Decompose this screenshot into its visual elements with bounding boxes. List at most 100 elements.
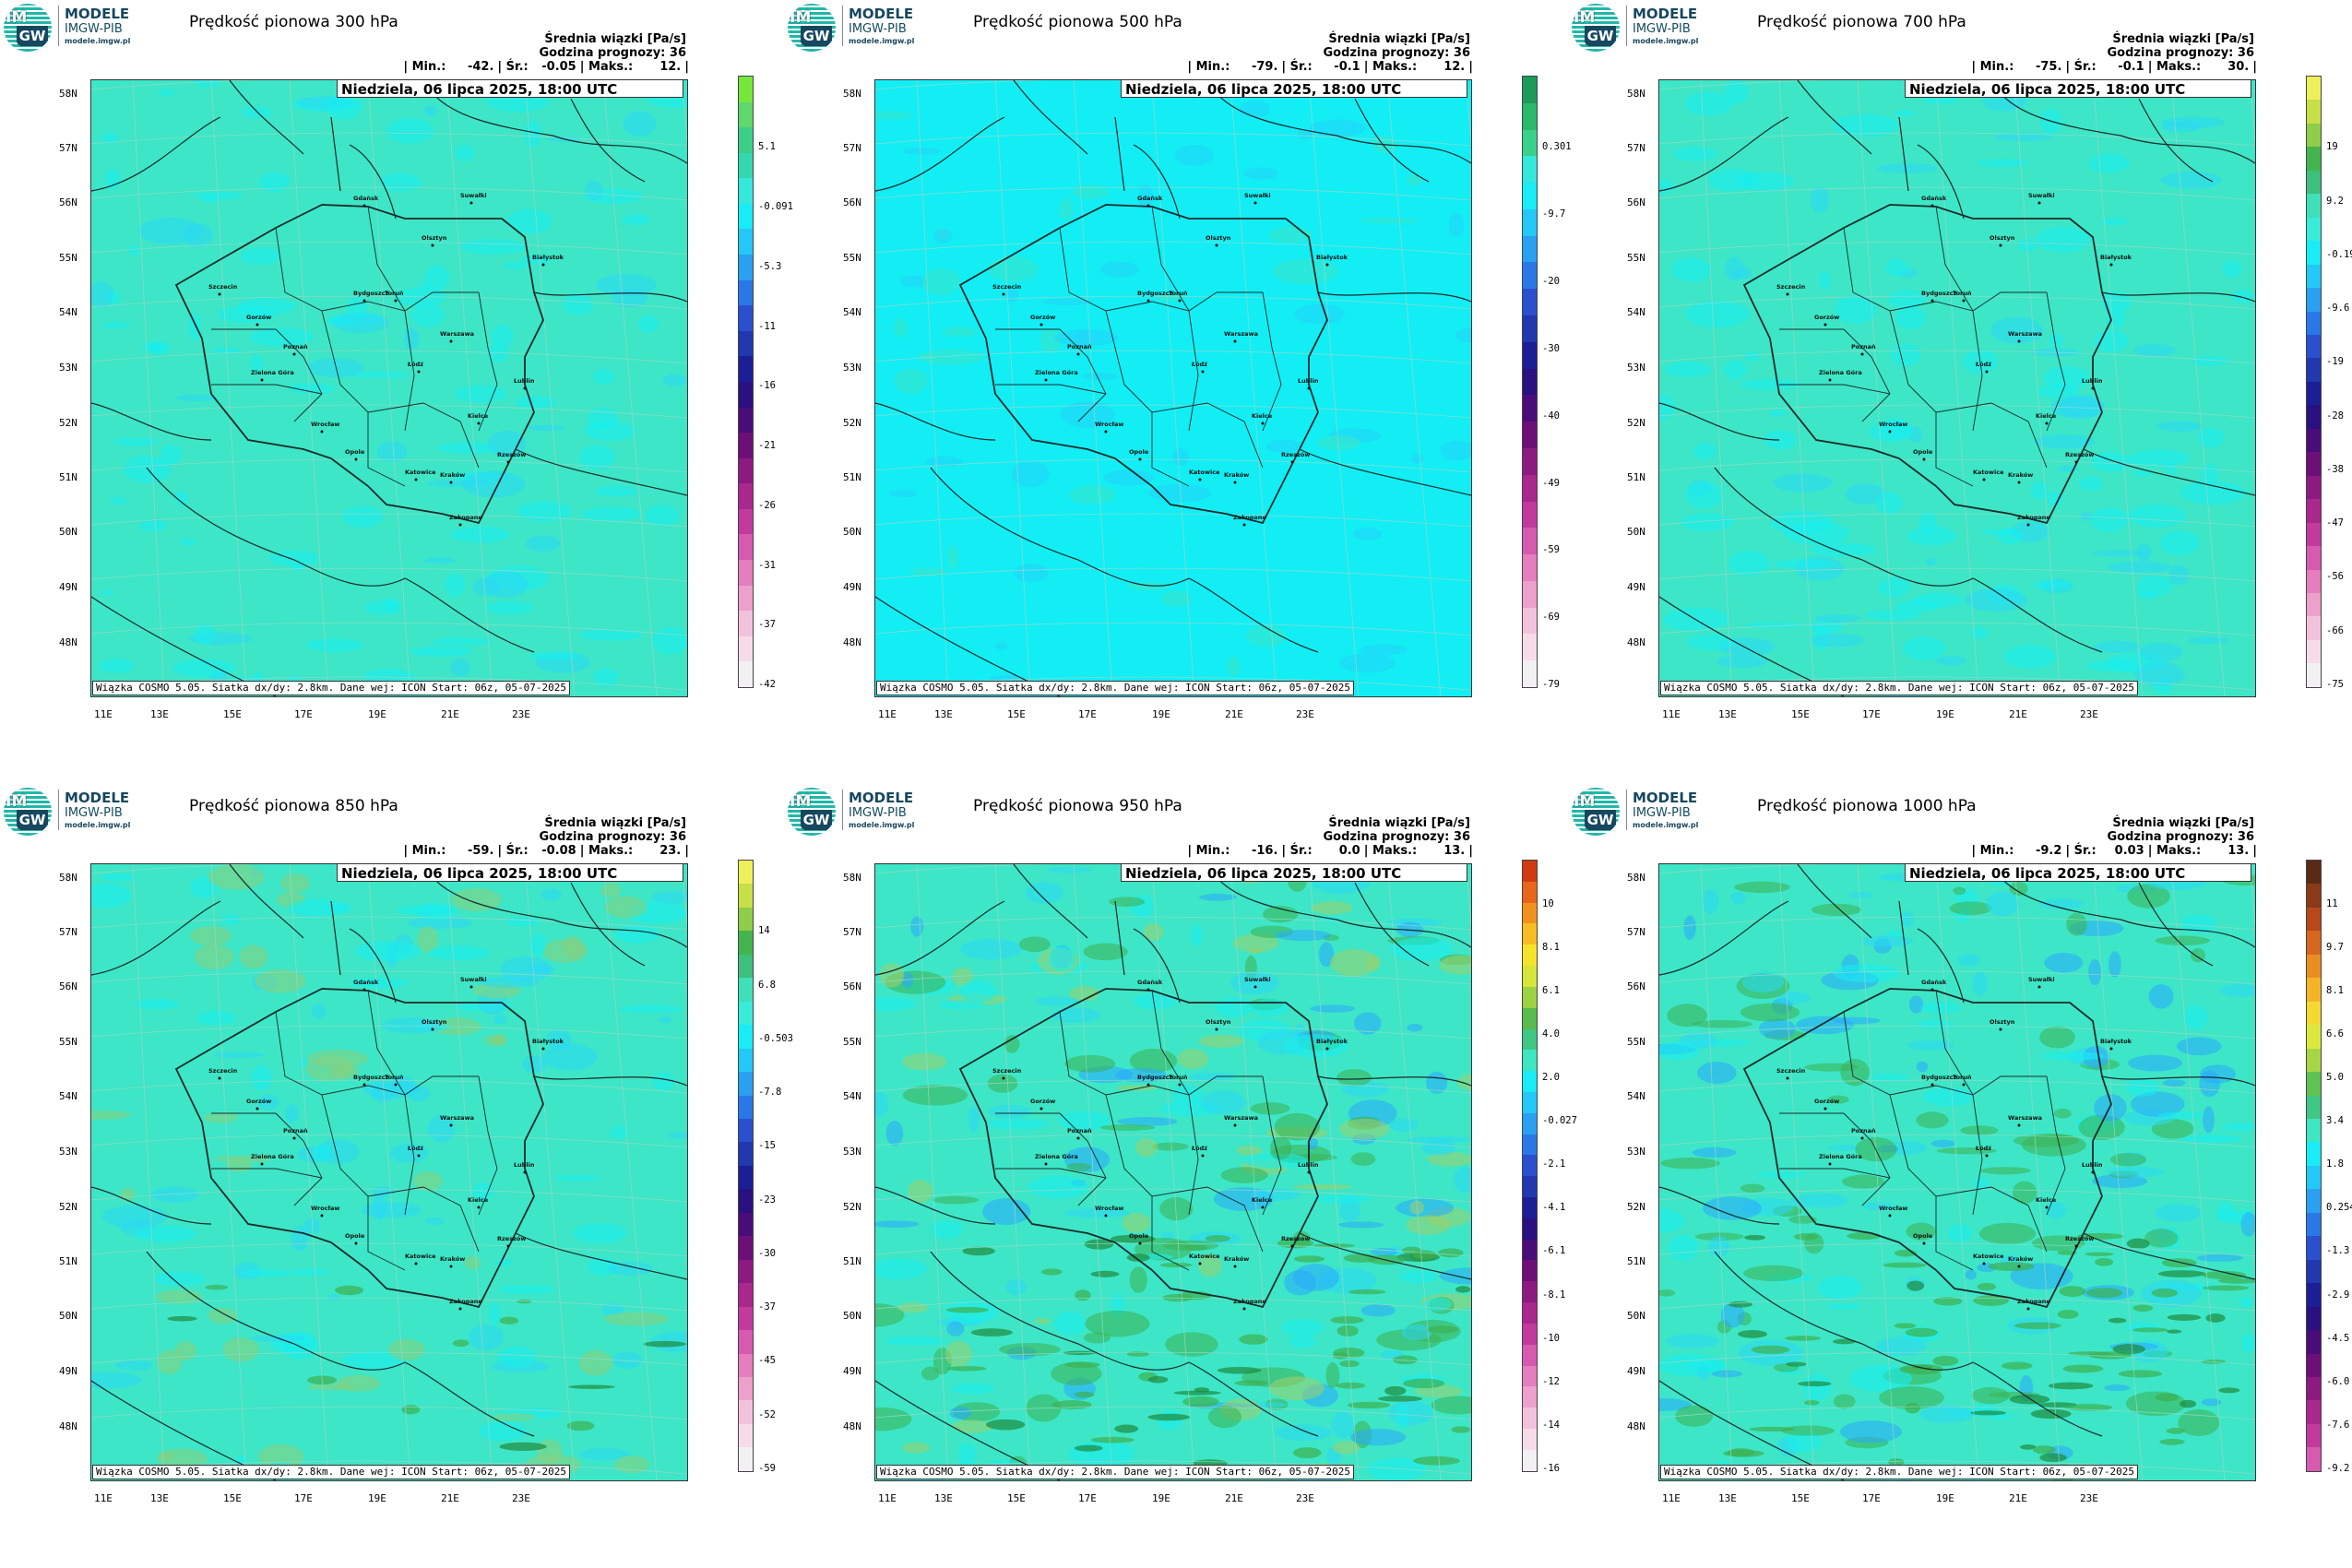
field-blob — [1004, 1035, 1020, 1053]
colorbar-tick-label: -2.1 — [1542, 1158, 1566, 1170]
field-blob — [1814, 614, 1861, 623]
field-blob — [2132, 343, 2177, 357]
graticule-line — [875, 350, 1471, 364]
field-blob — [652, 1073, 675, 1091]
field-blob — [1702, 1196, 1763, 1220]
city-dot — [1930, 988, 1934, 992]
country-border — [2083, 448, 2255, 496]
colorbar-tick-label: -37 — [758, 619, 776, 631]
field-blob — [526, 535, 561, 552]
field-blob — [578, 1447, 631, 1461]
field-blob — [1310, 1004, 1356, 1013]
field-blob — [1935, 656, 1966, 666]
city-label: Kraków — [440, 1255, 465, 1263]
field-blob — [2138, 642, 2182, 662]
field-streak — [335, 1285, 364, 1296]
city-label: Łódź — [1975, 1145, 1991, 1152]
forecast-map[interactable]: Gdańsk Suwałki Olsztyn Białystok Szczecin Byd… — [1658, 863, 2256, 1481]
field-blob — [305, 1055, 353, 1082]
field-streak — [1064, 1361, 1100, 1369]
field-blob — [489, 1302, 501, 1325]
lat-label: 55N — [1627, 1036, 1645, 1048]
field-blob — [1672, 147, 1717, 161]
field-streak — [2155, 1393, 2180, 1402]
logo-url: modele.imgw.pl — [65, 821, 131, 829]
forecast-map[interactable]: Gdańsk Suwałki Olsztyn Białystok Szczecin Byd… — [874, 79, 1472, 697]
colorbar-swatch — [1523, 1155, 1537, 1177]
field-streak — [2112, 1344, 2146, 1355]
field-blob — [150, 1186, 199, 1203]
field-blob — [637, 315, 659, 333]
colorbar-tick-label: -9.6 — [2326, 303, 2350, 315]
colorbar-tick-label: -26 — [758, 499, 776, 511]
field-blob — [424, 1217, 445, 1226]
field-blob — [208, 1307, 237, 1324]
city-dot — [449, 481, 453, 484]
graticule-line — [1308, 80, 1360, 696]
voivodeship-border — [1779, 328, 1891, 422]
voivodeship-border — [1188, 1094, 1199, 1216]
field-blob — [1082, 373, 1119, 380]
colorbar-swatch — [739, 1025, 753, 1049]
forecast-map[interactable]: Gdańsk Suwałki Olsztyn Białystok Szczecin Byd… — [1658, 79, 2256, 697]
map-svg: Gdańsk SuwałkiOlsztynBiałystokSzczecinByd… — [1659, 864, 2255, 1480]
panel-title: Prędkość pionowa 1000 hPa — [1757, 797, 1977, 815]
colorbar-swatch — [1523, 1239, 1537, 1261]
field-blob — [1804, 1063, 1859, 1072]
field-blob — [523, 120, 541, 148]
field-streak — [1438, 1248, 1464, 1258]
city-dot — [292, 1136, 296, 1140]
field-blob — [1781, 1425, 1835, 1436]
lat-label: 48N — [843, 1420, 861, 1432]
logo-subtitle: IMGW-PIB — [1633, 806, 1691, 820]
field-blob — [255, 968, 306, 993]
field-blob — [250, 354, 264, 374]
city-dot — [506, 1244, 510, 1248]
field-blob — [1788, 1216, 1817, 1224]
field-blob — [1859, 935, 1914, 947]
field-blob — [1686, 1360, 1728, 1371]
field-blob — [1832, 113, 1899, 137]
field-blob — [1862, 1202, 1895, 1211]
field-blob — [1965, 1269, 1977, 1280]
graticule-line — [210, 80, 247, 696]
field-streak — [1110, 1234, 1156, 1243]
colorbar-tick-label: -8.1 — [1542, 1289, 1566, 1301]
forecast-map[interactable]: Gdańsk Suwałki Olsztyn Białystok Szczecin Byd… — [90, 863, 688, 1481]
field-blob — [2240, 1212, 2255, 1237]
country-border — [1898, 900, 1909, 976]
colorbar-swatch — [2307, 663, 2321, 687]
forecast-map[interactable]: Gdańsk Suwałki Olsztyn Białystok Szczecin Byd… — [90, 79, 688, 697]
field-blob — [1716, 655, 1768, 669]
field-blob — [493, 1015, 507, 1025]
field-blob — [1041, 298, 1093, 305]
field-blob — [2037, 384, 2080, 399]
field-blob — [1011, 460, 1050, 488]
colorbar-swatch — [1523, 1112, 1537, 1134]
field-streak — [2095, 1257, 2114, 1266]
logo-title: MODELE — [1633, 790, 1698, 806]
field-blob — [521, 1055, 547, 1074]
field-blob — [930, 1220, 963, 1240]
graticule-line — [445, 80, 493, 696]
graticule-line — [875, 295, 1471, 310]
field-blob — [101, 132, 119, 145]
field-blob — [2101, 218, 2129, 226]
field-blob — [497, 1346, 537, 1369]
field-blob — [529, 651, 581, 661]
city-label: Gorzów — [1030, 1098, 1055, 1105]
colorbar-swatch — [739, 356, 753, 382]
forecast-map[interactable]: Gdańsk Suwałki Olsztyn Białystok Szczecin Byd… — [874, 863, 1472, 1481]
field-blob — [1243, 167, 1278, 180]
voivodeship-border — [367, 412, 406, 487]
voivodeship-border — [275, 1011, 479, 1096]
field-blob — [1764, 430, 1798, 450]
colorbar-swatch — [2307, 569, 2321, 593]
city-dot — [1982, 478, 1986, 481]
city-label: Katowice — [1973, 1253, 2004, 1260]
field-blob — [1906, 1222, 1936, 1241]
city-label: Kraków — [2008, 471, 2033, 479]
graticule-line — [91, 513, 687, 528]
lon-label: 13E — [150, 708, 169, 720]
field-streak — [452, 1339, 469, 1348]
